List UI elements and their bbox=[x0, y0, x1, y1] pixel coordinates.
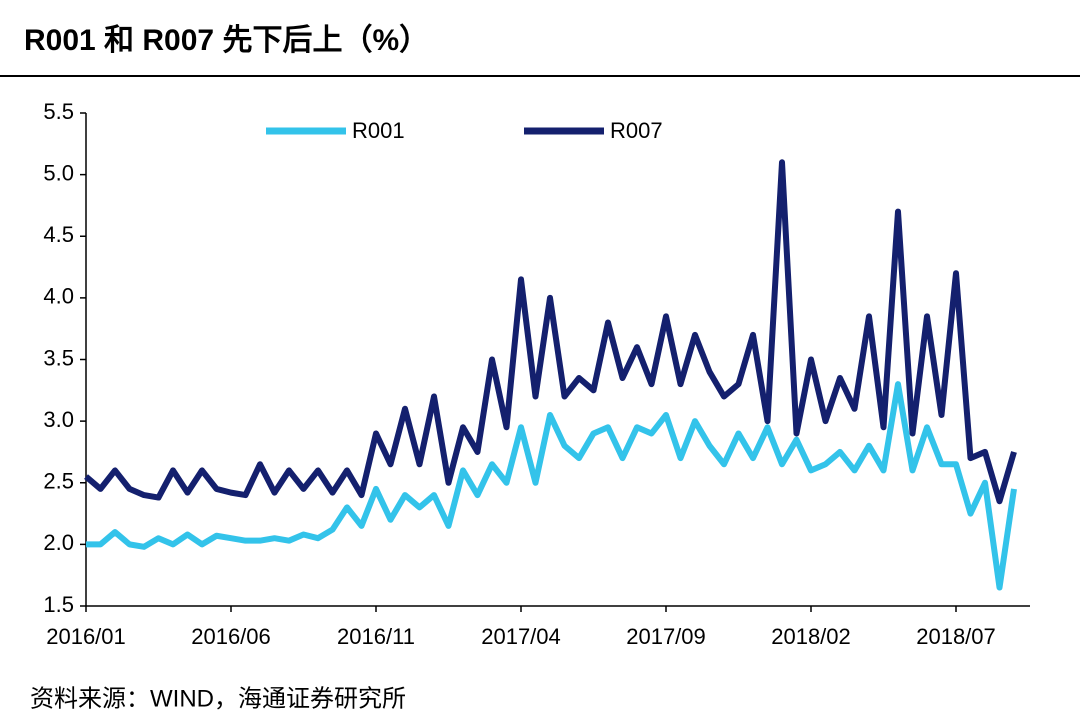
x-tick-label: 2016/01 bbox=[46, 624, 126, 649]
x-tick-label: 2017/09 bbox=[626, 624, 706, 649]
y-tick-label: 4.0 bbox=[43, 284, 74, 309]
series-line bbox=[84, 159, 1017, 505]
y-tick-label: 3.0 bbox=[43, 407, 74, 432]
y-tick-label: 1.5 bbox=[43, 592, 74, 617]
series-line bbox=[86, 381, 1017, 591]
y-tick-label: 2.0 bbox=[43, 530, 74, 555]
x-tick-label: 2018/07 bbox=[916, 624, 996, 649]
legend-label: R001 bbox=[352, 118, 405, 143]
source-note: 资料来源：WIND，海通证券研究所 bbox=[30, 685, 406, 712]
x-tick-label: 2016/06 bbox=[191, 624, 271, 649]
x-tick-label: 2016/11 bbox=[337, 624, 415, 649]
x-tick-label: 2017/04 bbox=[481, 624, 561, 649]
y-tick-label: 2.5 bbox=[43, 469, 74, 494]
x-tick-label: 2018/02 bbox=[771, 624, 851, 649]
y-tick-label: 3.5 bbox=[43, 345, 74, 370]
y-tick-label: 5.5 bbox=[43, 99, 74, 124]
legend-label: R007 bbox=[610, 118, 663, 143]
y-tick-label: 5.0 bbox=[43, 160, 74, 185]
chart-title: R001 和 R007 先下后上（%） bbox=[24, 23, 429, 57]
y-tick-label: 4.5 bbox=[43, 222, 74, 247]
